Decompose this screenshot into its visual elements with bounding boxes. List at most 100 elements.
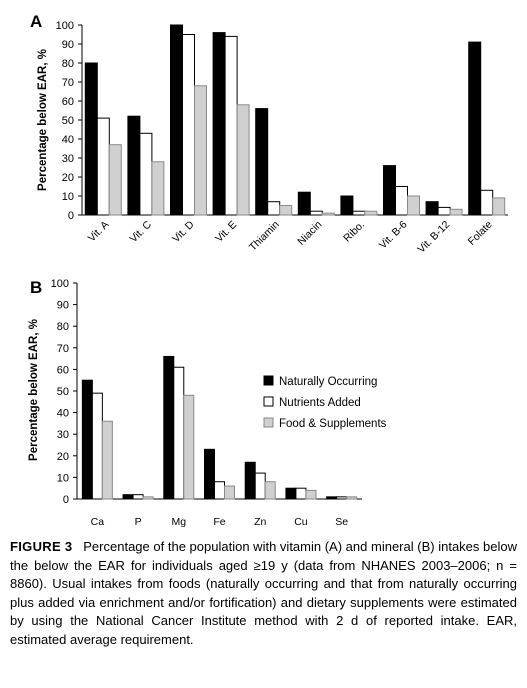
panel-a-category-label: Vit. A [86, 219, 112, 245]
panel-a-chart: 0 10 20 30 40 50 60 70 80 90 100 Vit. A Vit. C Vit. D… [56, 20, 508, 255]
panel-b-y-tick-label: 0 [63, 494, 69, 506]
legend-label-food-supplements: Food & Supplements [279, 418, 387, 430]
panel-b-bar-se-naturally-occurring [326, 496, 338, 500]
panel-a-bar-ribo-nutrients-added [352, 210, 366, 216]
panel-a-bar-vit-e-food-supplements [236, 104, 250, 216]
panel-a-bar-niacin-food-supplements [321, 212, 335, 216]
legend-swatch-naturally-occurring [263, 375, 274, 386]
panel-a-bar-ribo-food-supplements [364, 210, 378, 216]
panel-b-bar-fe-nutrients-added [214, 481, 225, 500]
panel-a-y-axis-label: Percentage below EAR, % [37, 49, 49, 191]
panel-a-bar-vit-b-12-nutrients-added [437, 206, 451, 216]
legend: Naturally Occurring Nutrients Added Food… [263, 375, 387, 430]
panel-a-category-label: Thiamin [247, 219, 282, 254]
panel-b-bar-fe-food-supplements [224, 485, 235, 500]
panel-a-bar-vit-d-nutrients-added [182, 34, 195, 216]
panel-a-category-label: Folate [466, 219, 495, 248]
panel-a-bar-niacin-nutrients-added [309, 210, 323, 216]
legend-swatch-food-supplements [263, 417, 274, 428]
panel-a-y-tick-label: 20 [62, 172, 74, 184]
panel-b-bar-zn-naturally-occurring [244, 461, 256, 500]
panel-b-bar-ca-food-supplements [101, 420, 113, 500]
panel-a-y-tick-label: 30 [62, 153, 74, 165]
panel-a-y-tick-label: 70 [62, 77, 74, 89]
panel-b-bar-ca-naturally-occurring [81, 379, 93, 500]
panel-a-bar-folate-naturally-occurring [468, 41, 482, 216]
panel-b-category-label: Mg [171, 516, 186, 528]
panel-a-bar-vit-a-food-supplements [108, 144, 122, 216]
panel-b-y-tick-label: 10 [57, 472, 69, 484]
panel-a-bar-niacin-naturally-occurring [297, 191, 311, 216]
panel-a-bar-vit-b-12-naturally-occurring [425, 201, 439, 216]
panel-b-category-label: Ca [91, 516, 105, 528]
panel-a-y-tick-label: 100 [56, 20, 74, 32]
panel-a-bar-vit-b-12-food-supplements [449, 208, 463, 216]
panel-a-bar-thiamin-naturally-occurring [255, 108, 269, 216]
panel-b-category-label: P [135, 516, 142, 528]
panel-b-bar-p-nutrients-added [132, 494, 144, 500]
panel-b-bar-p-food-supplements [142, 496, 154, 500]
panel-b-bar-se-food-supplements [346, 496, 358, 500]
panel-a-category-label: Vit. B-6 [377, 219, 410, 252]
panel-a-bar-folate-food-supplements [492, 197, 506, 216]
panel-a-bar-vit-e-naturally-occurring [212, 32, 226, 216]
panel-a-bar-vit-b-6-naturally-occurring [383, 165, 396, 216]
panel-b-bar-se-nutrients-added [336, 496, 348, 500]
panel-b-y-tick-label: 50 [57, 386, 69, 398]
panel-b-y-tick-label: 90 [57, 300, 69, 312]
figure-3-charts: A Percentage below EAR, % 0 10 20 30 40 50 60 7… [28, 12, 508, 528]
panel-a-bar-thiamin-food-supplements [279, 205, 293, 216]
panel-a-category-label: Niacin [295, 219, 324, 248]
panel-a-y-tick-label: 0 [68, 210, 74, 222]
panel-b-chart: 0 10 20 30 40 50 60 70 80 90 100 Ca P Mg Fe Zn Cu Se [51, 278, 362, 528]
panel-a-bar-vit-c-naturally-occurring [127, 115, 141, 216]
panel-a-bar-vit-c-food-supplements [151, 161, 165, 216]
panel-b-bar-fe-naturally-occurring [204, 448, 215, 500]
panel-a-bar-vit-b-6-nutrients-added [395, 186, 408, 216]
panel-b-bar-cu-food-supplements [305, 489, 317, 500]
panel-a-bar-ribo-naturally-occurring [340, 195, 354, 216]
panel-b-y-tick-label: 30 [57, 429, 69, 441]
panel-b-bar-mg-nutrients-added [173, 366, 185, 500]
panel-b-bar-ca-nutrients-added [91, 392, 103, 500]
panel-b-bar-zn-nutrients-added [254, 472, 266, 500]
panel-b-y-tick-label: 20 [57, 451, 69, 463]
panel-a-y-tick-label: 60 [62, 96, 74, 108]
panel-a-bar-vit-b-6-food-supplements [407, 195, 420, 216]
legend-label-naturally-occurring: Naturally Occurring [279, 376, 377, 388]
panel-b-y-tick-label: 70 [57, 343, 69, 355]
panel-b-y-tick-label: 40 [57, 408, 69, 420]
panel-b-category-label: Cu [294, 516, 308, 528]
panel-b-y-tick-label: 100 [51, 278, 69, 290]
panel-a-bar-folate-nutrients-added [480, 189, 494, 216]
panel-b-category-label: Fe [213, 516, 225, 528]
panel-a-bar-thiamin-nutrients-added [267, 201, 281, 216]
panel-a-category-label: Vit. E [213, 219, 239, 245]
panel-b-y-tick-label: 60 [57, 364, 69, 376]
panel-b-bar-p-naturally-occurring [122, 494, 134, 500]
figure-caption: FIGURE 3 Percentage of the population wi… [10, 538, 517, 649]
panel-a-category-label: Ribo. [341, 219, 367, 245]
panel-a-y-tick-label: 80 [62, 58, 74, 70]
panel-b-category-label: Se [335, 516, 348, 528]
panel-a-letter: A [30, 12, 42, 31]
legend-label-nutrients-added: Nutrients Added [279, 397, 361, 409]
panel-b-category-label: Zn [254, 516, 266, 528]
panel-b-letter: B [30, 278, 42, 297]
panel-a-bar-vit-c-nutrients-added [139, 132, 153, 216]
legend-swatch-nutrients-added [263, 396, 274, 407]
panel-a-bar-vit-a-naturally-occurring [84, 62, 98, 216]
panel-b-y-tick-label: 80 [57, 321, 69, 333]
panel-b-bar-mg-food-supplements [183, 394, 195, 500]
panel-a-category-label: Vit. C [128, 218, 155, 245]
panel-a-category-label: Vit. D [170, 218, 197, 245]
panel-a-category-label: Vit. B-12 [415, 219, 452, 256]
panel-b-bar-zn-food-supplements [264, 481, 276, 500]
panel-a-bar-vit-e-nutrients-added [224, 35, 238, 216]
panel-a-y-tick-label: 90 [62, 39, 74, 51]
panel-a-y-tick-label: 50 [62, 115, 74, 127]
panel-a-bar-vit-d-naturally-occurring [170, 24, 183, 216]
panel-b-bar-cu-naturally-occurring [285, 487, 297, 500]
panel-b-bar-cu-nutrients-added [295, 487, 307, 500]
panel-b-bar-mg-naturally-occurring [163, 355, 175, 500]
